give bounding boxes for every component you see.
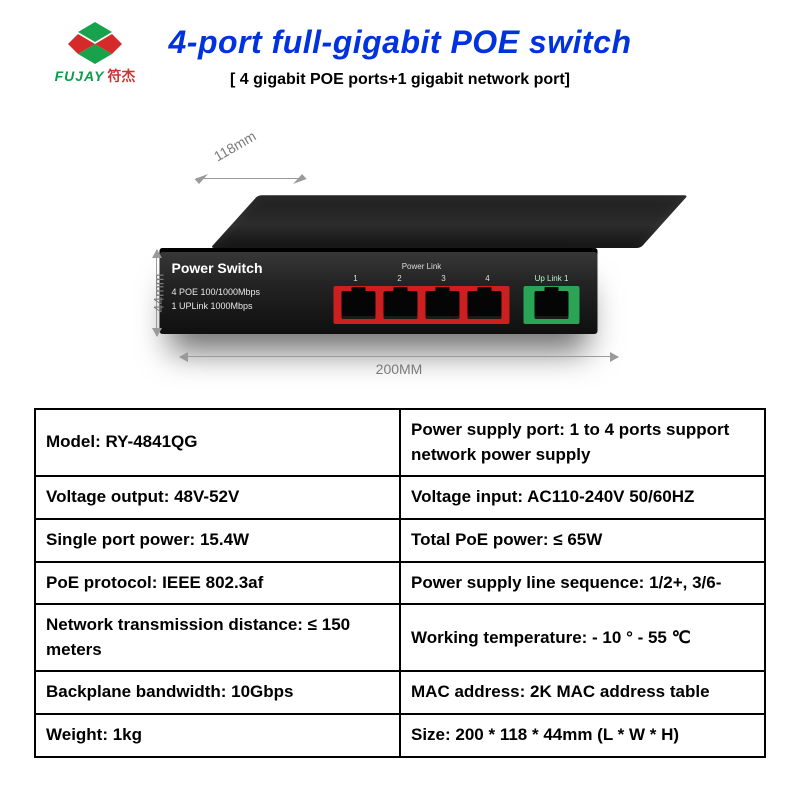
- poe-port-num: 4: [485, 274, 489, 283]
- uplink-port-label: Up Link 1: [524, 274, 580, 283]
- dimension-width-label: 200MM: [376, 361, 423, 377]
- spec-cell: Network transmission distance: ≤ 150 met…: [35, 604, 400, 671]
- device-top-face: [211, 195, 689, 248]
- spec-cell: Voltage input: AC110-240V 50/60HZ: [400, 476, 765, 519]
- rj45-port-icon: [535, 291, 569, 319]
- dimension-width: 200MM: [180, 356, 618, 357]
- spec-cell: Single port power: 15.4W: [35, 519, 400, 562]
- device-name-label: Power Switch: [172, 260, 263, 276]
- spec-table-body: Model: RY-4841QGPower supply port: 1 to …: [35, 409, 765, 757]
- device-spec-line-2: 1 UPLink 1000Mbps: [172, 300, 261, 314]
- spec-row: Single port power: 15.4WTotal PoE power:…: [35, 519, 765, 562]
- spec-row: Network transmission distance: ≤ 150 met…: [35, 604, 765, 671]
- spec-table: Model: RY-4841QGPower supply port: 1 to …: [34, 408, 766, 758]
- spec-cell: Power supply port: 1 to 4 ports support …: [400, 409, 765, 476]
- spec-row: Model: RY-4841QGPower supply port: 1 to …: [35, 409, 765, 476]
- product-illustration: Power Switch 4 POE 100/1000Mbps 1 UPLink…: [0, 120, 800, 400]
- device: Power Switch 4 POE 100/1000Mbps 1 UPLink…: [160, 152, 641, 334]
- spec-row: Backplane bandwidth: 10GbpsMAC address: …: [35, 671, 765, 714]
- page-subtitle: [ 4 gigabit POE ports+1 gigabit network …: [0, 71, 800, 89]
- poe-port-num: 2: [397, 274, 401, 283]
- poe-port-num: 3: [441, 274, 445, 283]
- poe-port-numbers: 1 2 3 4: [334, 274, 510, 283]
- spec-cell: Model: RY-4841QG: [35, 409, 400, 476]
- poe-port-num: 1: [353, 274, 357, 283]
- spec-cell: Working temperature: - 10 ° - 55 ℃: [400, 604, 765, 671]
- dimension-depth: [196, 178, 307, 179]
- rj45-port-icon: [384, 291, 418, 319]
- rj45-port-icon: [426, 291, 460, 319]
- spec-row: Voltage output: 48V-52VVoltage input: AC…: [35, 476, 765, 519]
- dimension-height-label: 44mm: [150, 274, 166, 313]
- spec-row: Weight: 1kgSize: 200 * 118 * 44mm (L * W…: [35, 714, 765, 757]
- spec-cell: Size: 200 * 118 * 44mm (L * W * H): [400, 714, 765, 757]
- headline: 4-port full-gigabit POE switch [ 4 gigab…: [0, 24, 800, 89]
- spec-cell: Total PoE power: ≤ 65W: [400, 519, 765, 562]
- spec-row: PoE protocol: IEEE 802.3afPower supply l…: [35, 562, 765, 605]
- power-link-header: Power Link: [334, 262, 510, 271]
- rj45-port-icon: [468, 291, 502, 319]
- spec-cell: Power supply line sequence: 1/2+, 3/6-: [400, 562, 765, 605]
- device-front-panel: Power Switch 4 POE 100/1000Mbps 1 UPLink…: [160, 248, 598, 334]
- uplink-port-strip: [524, 286, 580, 324]
- device-spec-lines: 4 POE 100/1000Mbps 1 UPLink 1000Mbps: [172, 286, 261, 313]
- spec-cell: MAC address: 2K MAC address table: [400, 671, 765, 714]
- page-title: 4-port full-gigabit POE switch: [0, 24, 800, 61]
- poe-port-strip: [334, 286, 510, 324]
- rj45-port-icon: [342, 291, 376, 319]
- dimension-height: 44mm: [156, 250, 157, 336]
- spec-cell: Backplane bandwidth: 10Gbps: [35, 671, 400, 714]
- spec-cell: PoE protocol: IEEE 802.3af: [35, 562, 400, 605]
- spec-cell: Weight: 1kg: [35, 714, 400, 757]
- spec-cell: Voltage output: 48V-52V: [35, 476, 400, 519]
- device-spec-line-1: 4 POE 100/1000Mbps: [172, 286, 261, 300]
